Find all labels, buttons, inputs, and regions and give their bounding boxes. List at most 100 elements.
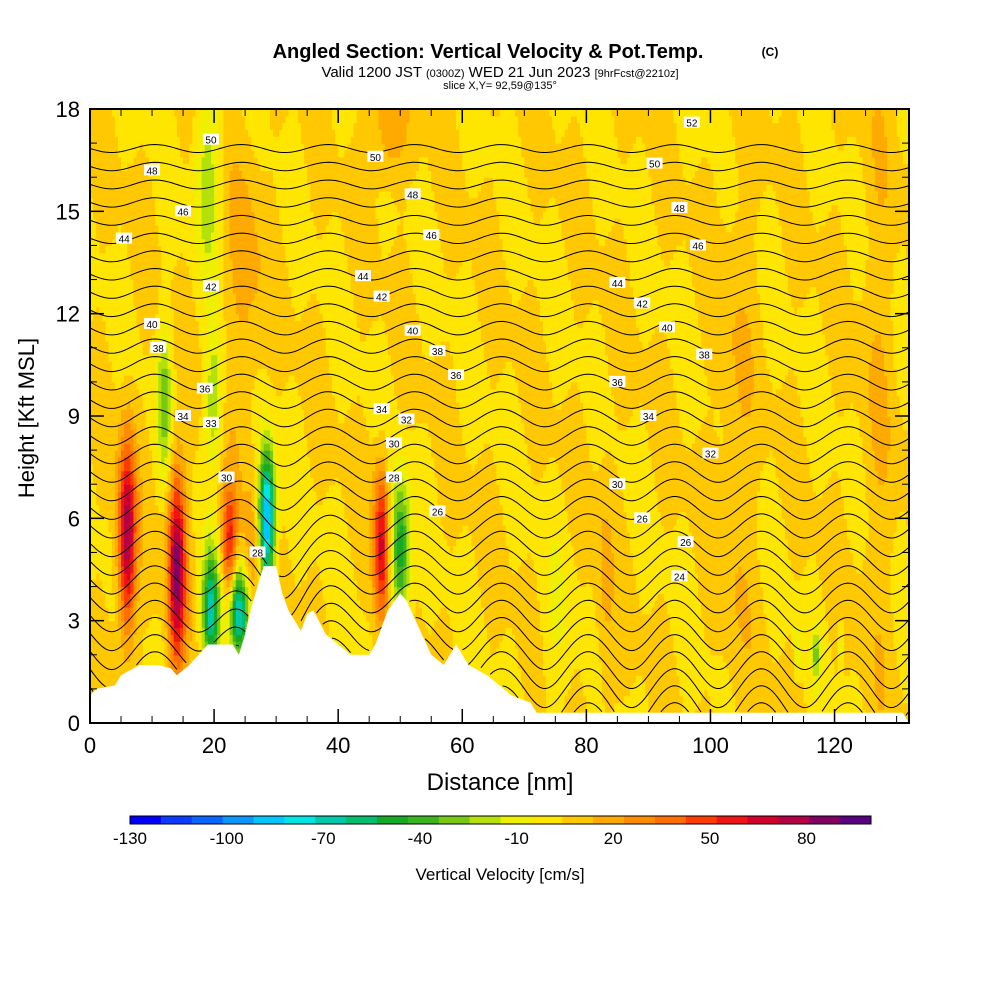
theta-contour-line: [90, 651, 909, 690]
x-tick-label: 20: [202, 733, 226, 758]
colorbar-swatch: [438, 816, 471, 824]
contour-label: 44: [355, 270, 371, 283]
theta-contour-line: [90, 391, 909, 409]
contour-label: 33: [202, 416, 219, 430]
contour-label: 30: [218, 471, 235, 484]
colorbar-swatch: [716, 816, 748, 824]
colorbar-tick-label: -130: [113, 829, 147, 848]
colorbar-tick-label: -40: [408, 829, 433, 848]
contour-label: 28: [249, 546, 266, 559]
velocity-field: [90, 109, 909, 723]
y-tick-label: 3: [68, 609, 80, 634]
theta-contour-line: [90, 565, 909, 616]
theta-contour-line: [573, 702, 863, 713]
colorbar-swatch: [253, 816, 285, 824]
colorbar-swatch: [747, 816, 779, 824]
theta-contour-line: [90, 530, 909, 578]
theta-contour-line: [90, 495, 909, 533]
contour-label: 48: [144, 164, 161, 177]
theta-contour-line: [90, 599, 909, 633]
contour-label: 50: [202, 133, 219, 147]
colorbar-swatch: [315, 816, 347, 824]
contour-label: 26: [429, 505, 446, 519]
theta-contour-line: [90, 616, 909, 652]
x-tick-label: 0: [84, 733, 96, 758]
colorbar-tick-label: 80: [797, 829, 816, 848]
contour-label: 30: [386, 437, 403, 450]
colorbar-swatch: [531, 816, 563, 824]
slice-info: slice X,Y= 92,59@135°: [443, 80, 557, 92]
y-tick-label: 6: [68, 506, 80, 531]
theta-contour-line: [90, 161, 909, 172]
x-tick-label: 60: [450, 733, 474, 758]
contour-label: 42: [634, 297, 651, 310]
colorbar-swatch: [469, 816, 501, 824]
theta-contour-line: [90, 303, 909, 318]
x-axis-label: Distance [nm]: [427, 769, 574, 796]
forecast-tag: [9hrFcst@2210z]: [595, 68, 679, 80]
chart-title: Angled Section: Vertical Velocity & Pot.…: [273, 41, 704, 63]
theta-contour-line: [90, 582, 909, 622]
contour-label: 48: [671, 201, 688, 215]
contour-label: 40: [404, 324, 421, 338]
y-axis-label: Height [Kft MSL]: [14, 338, 39, 498]
x-tick-label: 80: [574, 733, 598, 758]
colorbar-tick-label: 50: [700, 829, 719, 848]
colorbar-label: Vertical Velocity [cm/s]: [415, 865, 584, 884]
theta-contour-line: [90, 513, 909, 556]
colorbar-swatch: [624, 816, 656, 824]
colorbar-swatch: [160, 816, 193, 824]
chart-title-badge: (C): [762, 45, 779, 59]
contour-label: 52: [683, 116, 700, 130]
theta-contour-line: [90, 426, 909, 446]
contour-label: 42: [202, 280, 219, 293]
y-tick-label: 18: [56, 97, 80, 122]
contour-label: 46: [175, 205, 192, 218]
theta-contour-line: [90, 356, 909, 373]
contour-label: 34: [640, 410, 657, 423]
contour-label: 30: [609, 478, 626, 491]
valid-utc: (0300Z): [426, 68, 465, 80]
theta-contour-line: [90, 373, 909, 391]
x-tick-label: 40: [326, 733, 350, 758]
colorbar-swatch: [778, 816, 810, 824]
colorbar-tick-label: -70: [311, 829, 336, 848]
theta-contour-line: [90, 338, 909, 354]
theta-contour-line: [90, 285, 909, 299]
theta-contour-line: [90, 197, 909, 208]
theta-contour-line: [90, 214, 909, 226]
contour-label: 40: [659, 321, 676, 334]
theta-contour-line: [90, 478, 909, 511]
contour-label: 34: [373, 403, 390, 416]
contour-label: 48: [404, 188, 421, 201]
contour-label: 36: [448, 369, 465, 382]
contour-label: 38: [696, 348, 713, 362]
valid-prefix: Valid 1200 JST: [321, 64, 421, 81]
theta-contour-line: [90, 443, 909, 467]
colorbar-tick-label: 20: [604, 829, 623, 848]
y-tick-label: 15: [56, 199, 80, 224]
colorbar-swatch: [222, 816, 254, 824]
colorbar-swatch: [130, 816, 162, 824]
plot-area: [90, 109, 909, 723]
contour-label: 46: [690, 239, 707, 252]
contour-label: 36: [196, 382, 213, 396]
contour-label: 28: [386, 471, 403, 484]
contour-label: 44: [116, 232, 133, 246]
valid-line: Valid 1200 JST (0300Z) WED 21 Jun 2023 […: [321, 64, 678, 81]
x-tick-label: 100: [692, 733, 729, 758]
colorbar-frame: [129, 815, 872, 825]
theta-contour-line: [90, 232, 909, 245]
valid-date: WED 21 Jun 2023: [469, 64, 591, 81]
colorbar-swatch: [191, 816, 224, 824]
colorbar-tick-label: -100: [210, 829, 244, 848]
contour-label: 38: [150, 341, 167, 355]
colorbar-swatch: [500, 816, 532, 824]
contour-label: 36: [609, 375, 626, 389]
contour-label: 32: [398, 413, 415, 426]
y-tick-label: 9: [68, 404, 80, 429]
theta-contour-line: [502, 685, 909, 716]
